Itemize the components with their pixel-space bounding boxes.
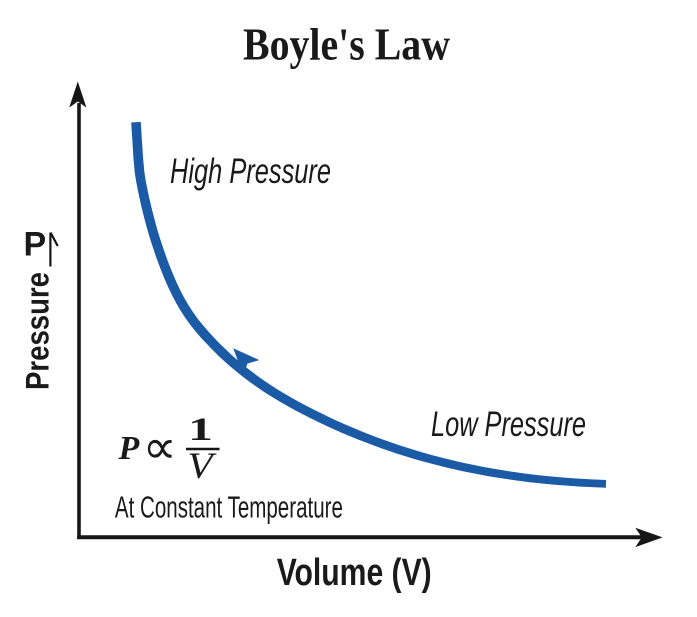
svg-text:Pressure: Pressure [19, 272, 55, 390]
svg-text:Volume (V): Volume (V) [277, 552, 432, 594]
svg-text:Low Pressure: Low Pressure [431, 405, 586, 444]
svg-text:High Pressure: High Pressure [170, 152, 331, 191]
svg-text:At Constant Temperature: At Constant Temperature [115, 490, 343, 525]
svg-text:∝: ∝ [143, 422, 177, 474]
svg-text:V: V [187, 446, 217, 486]
svg-text:P: P [24, 226, 47, 264]
svg-text:1: 1 [188, 412, 213, 448]
svg-text:Boyle's Law: Boyle's Law [243, 20, 450, 70]
svg-text:P: P [118, 430, 140, 467]
